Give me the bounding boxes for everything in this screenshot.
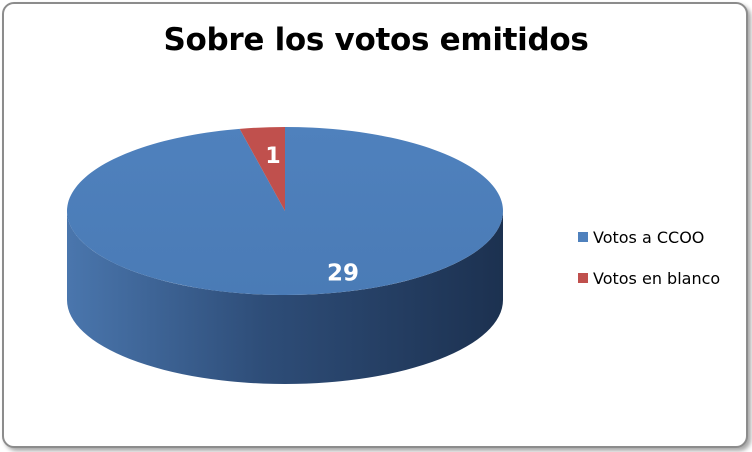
legend-swatch-ccoo [578,232,588,242]
legend-label-ccoo: Votos a CCOO [593,227,705,247]
pie-side-wall [67,211,503,384]
legend: Votos a CCOO Votos en blanco [578,226,720,308]
data-label-1: 1 [265,144,280,169]
chart-title: Sobre los votos emitidos [163,22,589,58]
data-label-0: 29 [327,261,359,287]
legend-item-blanco: Votos en blanco [578,267,720,289]
legend-label-blanco: Votos en blanco [593,268,721,288]
legend-item-ccoo: Votos a CCOO [578,226,720,248]
legend-swatch-blanco [578,273,588,283]
pie-slice-1 [239,127,285,211]
